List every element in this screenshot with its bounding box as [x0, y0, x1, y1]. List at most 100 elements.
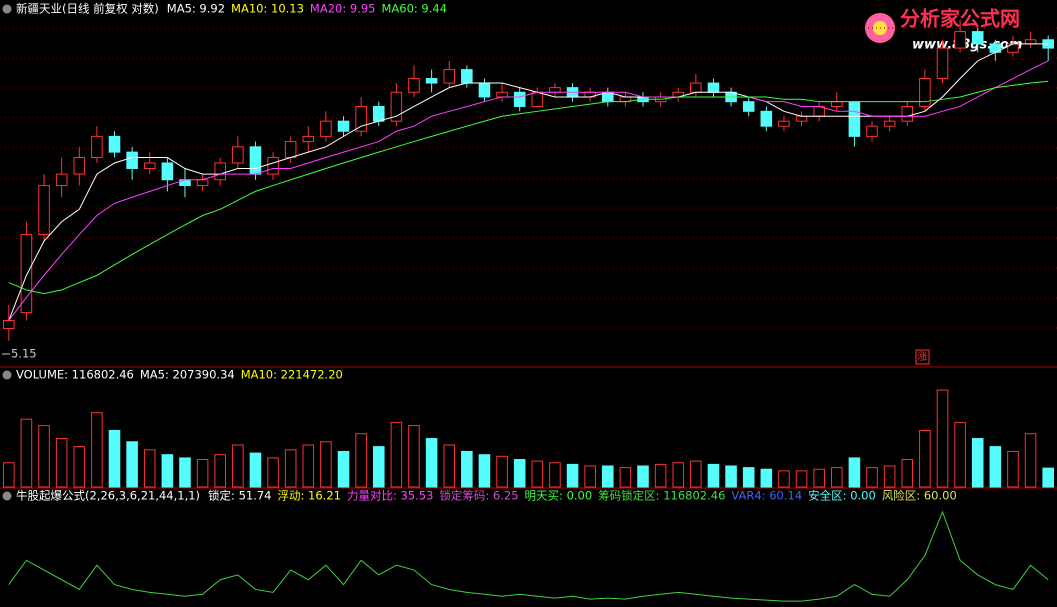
volume-bar: [795, 470, 808, 488]
volume-bar: [20, 418, 33, 488]
volume-bar: [355, 433, 367, 488]
volume-bar: [1024, 433, 1037, 488]
volume-bar: [866, 467, 878, 488]
candle-body: [302, 135, 315, 143]
volume-bar: [954, 421, 966, 488]
volume-bar: [936, 389, 949, 488]
candle-body: [707, 82, 720, 93]
volume-bar: [232, 444, 244, 488]
candle-body: [919, 78, 931, 107]
panel-title: 牛股起爆公式(2,26,3,6,21,44,1,1): [16, 489, 200, 503]
candle-body: [901, 105, 914, 122]
volume-bar: [108, 429, 121, 488]
volume-bar: [601, 465, 614, 488]
candle-body: [496, 91, 508, 98]
candle-body: [1024, 39, 1037, 45]
volume-bar: [249, 452, 262, 488]
candle-body: [91, 135, 103, 159]
volume-bar: [566, 463, 579, 488]
volume-bar: [161, 454, 174, 488]
candle-body: [971, 31, 984, 45]
legend-entry: MA60: 9.44: [381, 2, 447, 16]
volume-bar: [848, 457, 861, 488]
volume-bar: [267, 457, 279, 488]
candle-body: [425, 78, 438, 84]
legend-entry: VAR4: 60.14: [731, 489, 802, 503]
candle-body: [249, 146, 262, 175]
volume-bar: [742, 467, 755, 488]
candle-body: [936, 47, 949, 80]
volume-bar: [372, 446, 385, 488]
candle-body: [513, 91, 526, 107]
candle-body: [126, 151, 138, 170]
volume-bar: [549, 462, 561, 488]
volume-bar: [496, 455, 508, 488]
legend-entry: 锁定筹码: 6.25: [439, 489, 518, 503]
volume-bar: [337, 450, 350, 488]
legend-entry: 力量对比: 35.53: [347, 489, 433, 503]
candle-body: [267, 157, 279, 175]
candle-body: [443, 69, 456, 84]
volume-bar: [725, 465, 737, 488]
volume-bar: [91, 412, 103, 488]
legend-entry: MA5: 9.92: [167, 2, 225, 16]
candle-body: [284, 141, 297, 159]
volume-bar: [3, 462, 15, 488]
marker-box: [915, 349, 930, 365]
volume-bar: [1042, 467, 1054, 488]
volume-bar: [690, 460, 702, 488]
volume-bar: [143, 449, 156, 488]
legend-entry: MA10: 221472.20: [241, 368, 343, 382]
volume-bar: [408, 425, 420, 488]
legend-entry: MA10: 10.13: [231, 2, 304, 16]
volume-bar: [654, 463, 667, 488]
candle-body: [55, 173, 68, 187]
candle-body: [866, 125, 878, 137]
volume-bar: [813, 468, 825, 488]
candle-body: [232, 146, 244, 164]
logo-url: www.88gs.com: [912, 38, 1022, 53]
candle-body: [778, 120, 790, 127]
candle-body: [355, 105, 367, 132]
candle-body: [742, 101, 755, 112]
ma-line: [8, 60, 1049, 321]
candle-body: [73, 157, 86, 175]
candle-body: [760, 110, 773, 127]
legend-entry: 浮动: 16.21: [278, 489, 341, 503]
candle-body: [390, 91, 403, 122]
volume-bar: [478, 454, 491, 488]
candle-body: [883, 120, 896, 127]
candle-body: [531, 91, 544, 107]
volume-bar: [707, 463, 720, 488]
volume-bar: [126, 441, 138, 488]
volume-bar: [425, 438, 438, 488]
legend-entry: MA5: 207390.34: [140, 368, 235, 382]
marker: 涨: [918, 351, 928, 363]
legend-icon: [2, 491, 12, 501]
candle-body: [690, 82, 702, 93]
candle-body: [478, 82, 491, 98]
legend-entry: 锁定: 51.74: [208, 489, 271, 503]
volume-bar: [196, 459, 209, 488]
legend-entry: 明天买: 0.00: [525, 489, 593, 503]
legend-entry: 筹码锁定区: 116802.46: [598, 489, 725, 503]
legend-entry: VOLUME: 116802.46: [16, 368, 134, 382]
candle-body: [320, 120, 332, 137]
legend-entry: 风险区: 60.00: [882, 489, 957, 503]
legend-entry: MA20: 9.95: [310, 2, 376, 16]
volume-bar: [55, 438, 68, 488]
volume-bar: [302, 444, 315, 488]
candle-body: [3, 320, 15, 330]
volume-bar: [513, 459, 526, 488]
volume-bar: [531, 460, 544, 488]
volume-bar: [672, 462, 685, 488]
volume-bar: [619, 467, 632, 488]
candle-body: [954, 31, 966, 49]
low-label: 5.15: [11, 347, 37, 361]
volume-bar: [760, 468, 773, 488]
volume-bar: [883, 465, 896, 488]
candle-body: [831, 101, 843, 107]
legend-icon: [2, 370, 12, 380]
volume-bar: [443, 444, 456, 488]
